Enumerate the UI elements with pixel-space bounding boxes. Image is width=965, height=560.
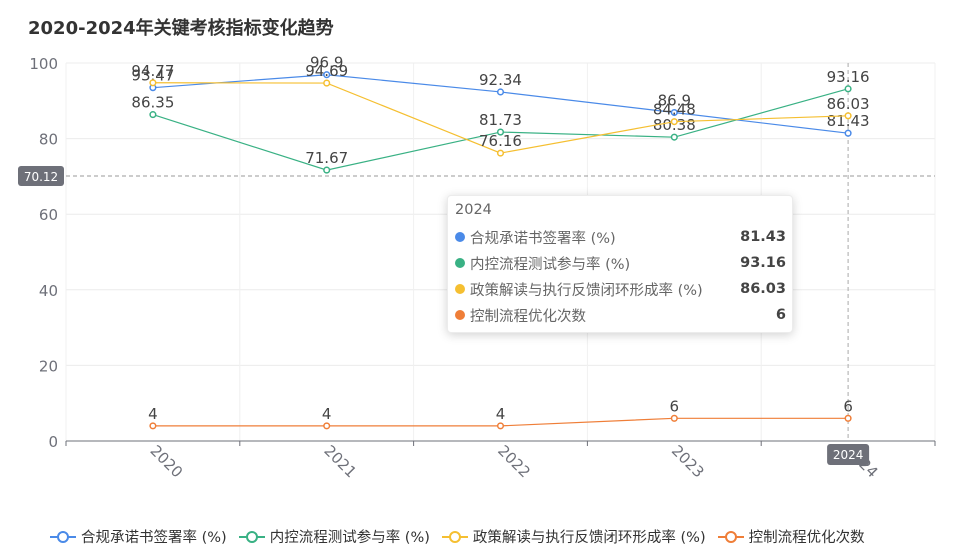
data-point <box>670 118 678 126</box>
x-tick-label: 2021 <box>320 442 360 482</box>
data-point <box>323 71 331 79</box>
legend-item[interactable]: 控制流程优化次数 <box>717 526 865 547</box>
legend-line-icon <box>717 530 744 543</box>
data-label: 71.67 <box>305 149 348 167</box>
data-point <box>844 112 852 120</box>
tooltip-row: 控制流程优化次数 6 <box>455 302 786 328</box>
data-point <box>496 149 505 157</box>
legend-label: 控制流程优化次数 <box>748 530 865 546</box>
tooltip-row: 政策解读与执行反馈闭环形成率 (%) 86.03 <box>455 276 786 302</box>
data-label: 96.9 <box>310 54 343 72</box>
legend-line-icon <box>238 530 265 543</box>
data-label: 93.47 <box>131 67 174 85</box>
tooltip-series-value: 6 <box>775 307 786 323</box>
x-tick-label: 2022 <box>494 442 534 482</box>
x-tick-label: 2020 <box>147 442 187 482</box>
y-tick-label: 100 <box>29 55 58 73</box>
y-tick-label: 60 <box>39 206 58 224</box>
data-point <box>149 111 157 119</box>
y-tick-label: 0 <box>48 433 58 451</box>
legend-label: 政策解读与执行反馈闭环形成率 (%) <box>472 530 706 546</box>
chart-title: 2020-2024年关键考核指标变化趋势 <box>28 18 334 39</box>
y-tick-label: 40 <box>39 282 58 300</box>
data-point <box>844 414 852 422</box>
data-label: 4 <box>496 405 506 423</box>
legend-label: 合规承诺书签署率 (%) <box>81 530 227 546</box>
legend-line-icon <box>50 530 76 543</box>
crosshair-x-badge: 2024 <box>827 444 870 465</box>
data-label: 86.03 <box>827 95 870 113</box>
legend-item[interactable]: 内控流程测试参与率 (%) <box>238 526 430 547</box>
crosshair-x-badge-bg <box>827 444 870 465</box>
y-tick-label: 80 <box>39 131 58 149</box>
data-point <box>844 129 852 137</box>
data-point <box>323 79 331 87</box>
data-point <box>323 166 331 174</box>
tooltip-series-name: 合规承诺书签署率 (%) <box>470 230 616 247</box>
data-label: 76.16 <box>479 132 522 150</box>
tooltip-series-dot <box>455 284 465 294</box>
tooltip-series-name: 内控流程测试参与率 (%) <box>470 256 631 273</box>
legend: 合规承诺书签署率 (%) 内控流程测试参与率 (%) 政策解读与执行反馈闭环形成… <box>50 526 877 547</box>
data-label: 94.77 <box>131 62 174 80</box>
data-point <box>496 422 505 430</box>
data-label: 4 <box>148 405 158 423</box>
data-point <box>149 422 157 430</box>
tooltip: 2024 合规承诺书签署率 (%) 81.43 内控流程测试参与率 (%) 93… <box>447 195 793 333</box>
data-point <box>149 79 157 87</box>
data-point <box>670 133 678 141</box>
legend-label: 内控流程测试参与率 (%) <box>269 530 430 546</box>
data-label: 94.69 <box>305 62 348 80</box>
data-point <box>496 88 505 96</box>
legend-item[interactable]: 合规承诺书签署率 (%) <box>50 526 227 547</box>
tooltip-series-value: 86.03 <box>740 281 786 297</box>
tooltip-row: 内控流程测试参与率 (%) 93.16 <box>455 250 786 276</box>
data-label: 4 <box>322 405 332 423</box>
data-label: 6 <box>843 397 853 415</box>
tooltip-series-name: 控制流程优化次数 <box>470 308 586 325</box>
crosshair-y-badge: 70.12 <box>18 165 64 186</box>
data-label: 81.73 <box>479 111 522 129</box>
tooltip-series-dot <box>455 310 465 320</box>
data-label: 86.9 <box>658 92 691 110</box>
tooltip-series-dot <box>455 258 465 268</box>
tooltip-series-name: 政策解读与执行反馈闭环形成率 (%) <box>470 282 703 299</box>
data-point <box>323 422 331 430</box>
data-point <box>496 128 505 136</box>
crosshair-x-value: 2024 <box>833 448 864 462</box>
tooltip-title: 2024 <box>455 202 492 218</box>
tooltip-row: 合规承诺书签署率 (%) 81.43 <box>455 224 786 250</box>
tooltip-series-value: 81.43 <box>740 229 786 245</box>
y-tick-label: 20 <box>39 357 58 375</box>
data-label: 86.35 <box>131 94 174 112</box>
data-point <box>670 108 678 117</box>
legend-line-icon <box>441 530 468 543</box>
crosshair-y-value: 70.12 <box>24 170 58 184</box>
data-label: 92.34 <box>479 71 522 89</box>
data-label: 93.16 <box>827 68 870 86</box>
data-label: 6 <box>670 397 680 415</box>
data-point <box>670 414 678 422</box>
legend-item[interactable]: 政策解读与执行反馈闭环形成率 (%) <box>441 526 706 547</box>
data-label: 84.48 <box>653 101 696 119</box>
x-tick-label: 2023 <box>668 442 708 482</box>
crosshair-y-badge-bg <box>18 165 64 186</box>
data-point <box>844 85 852 93</box>
tooltip-series-dot <box>455 232 465 242</box>
tooltip-series-value: 93.16 <box>740 255 786 271</box>
